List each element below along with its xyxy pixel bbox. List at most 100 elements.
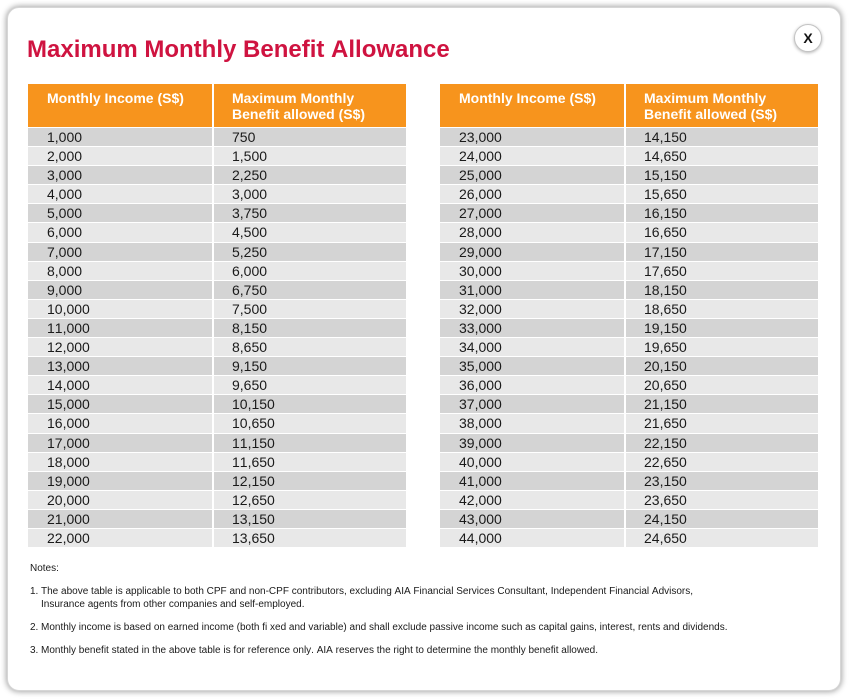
- table-row: 32,000 18,650: [440, 298, 818, 318]
- max-benefit-cell: 20,650: [644, 377, 687, 394]
- monthly-income-cell: 19,000: [28, 471, 214, 490]
- table-row: 11,000 8,150: [28, 317, 406, 338]
- max-benefit-cell: 22,650: [644, 453, 687, 470]
- table-header: Monthly Income (S$) Maximum Monthly Bene…: [28, 84, 406, 127]
- table-row: 9,000 6,750: [28, 279, 406, 299]
- max-benefit-cell: 11,150: [232, 434, 275, 451]
- table-row: 31,000 18,150: [440, 279, 818, 299]
- column-header-label: Maximum Monthly Benefit allowed (S$): [644, 90, 778, 122]
- monthly-income-cell: 30,000: [440, 261, 626, 280]
- max-benefit-cell: 21,650: [644, 415, 687, 432]
- monthly-income-cell: 18,000: [28, 452, 214, 471]
- monthly-income-cell: 1,000: [28, 128, 214, 147]
- table-body: 1,000 750 2,000 1,500 3,000 2,250 4,000 3,000 5,…: [28, 127, 406, 548]
- monthly-income-cell: 37,000: [440, 395, 626, 414]
- table-row: 20,000 12,650: [28, 489, 406, 509]
- notes-heading: Notes:: [30, 563, 59, 574]
- max-benefit-cell: 6,000: [232, 262, 268, 279]
- table-row: 6,000 4,500: [28, 222, 406, 242]
- table-row: 41,000 23,150: [440, 470, 818, 490]
- note-number: 3.: [30, 645, 39, 656]
- table-row: 8,000 6,000: [28, 260, 406, 280]
- column-header-max-benefit: Maximum Monthly Benefit allowed (S$): [214, 84, 406, 127]
- max-benefit-cell: 19,150: [644, 319, 687, 336]
- note-item: 3. Monthly benefit stated in the above t…: [30, 644, 733, 657]
- column-header-max-benefit: Maximum Monthly Benefit allowed (S$): [626, 84, 818, 127]
- table-row: 34,000 19,650: [440, 337, 818, 357]
- column-header-monthly-income: Monthly Income (S$): [440, 84, 626, 127]
- monthly-income-cell: 6,000: [28, 223, 214, 242]
- max-benefit-cell: 4,500: [232, 224, 268, 241]
- note-text: Monthly benefit stated in the above tabl…: [41, 645, 598, 656]
- max-benefit-cell: 13,150: [232, 510, 275, 527]
- table-row: 43,000 24,150: [440, 508, 818, 528]
- max-benefit-cell: 19,650: [644, 339, 687, 356]
- monthly-income-cell: 26,000: [440, 185, 626, 204]
- close-button[interactable]: X: [794, 24, 822, 52]
- max-benefit-cell: 10,650: [232, 415, 275, 432]
- table-row: 18,000 11,650: [28, 451, 406, 471]
- column-header-monthly-income: Monthly Income (S$): [28, 84, 214, 127]
- benefit-table-right: Monthly Income (S$) Maximum Monthly Bene…: [440, 84, 818, 548]
- table-row: 17,000 11,150: [28, 432, 406, 452]
- max-benefit-cell: 22,150: [644, 434, 687, 451]
- max-benefit-cell: 750: [232, 129, 256, 145]
- max-benefit-cell: 14,150: [644, 129, 687, 145]
- monthly-income-cell: 17,000: [28, 433, 214, 452]
- table-row: 36,000 20,650: [440, 375, 818, 395]
- table-row: 27,000 16,150: [440, 203, 818, 223]
- table-row: 22,000 13,650: [28, 527, 406, 548]
- table-row: 14,000 9,650: [28, 375, 406, 395]
- max-benefit-cell: 21,150: [644, 396, 687, 413]
- monthly-income-cell: 5,000: [28, 204, 214, 223]
- max-benefit-cell: 12,150: [232, 472, 275, 489]
- monthly-income-cell: 10,000: [28, 299, 214, 318]
- max-benefit-cell: 16,150: [644, 205, 687, 222]
- table-row: 29,000 17,150: [440, 241, 818, 261]
- table-row: 12,000 8,650: [28, 337, 406, 357]
- table-row: 42,000 23,650: [440, 489, 818, 509]
- note-number: 2.: [30, 622, 39, 633]
- table-row: 38,000 21,650: [440, 413, 818, 433]
- monthly-income-cell: 15,000: [28, 395, 214, 414]
- monthly-income-cell: 43,000: [440, 509, 626, 528]
- table-row: 3,000 2,250: [28, 165, 406, 185]
- table-row: 23,000 14,150: [440, 127, 818, 147]
- table-row: 37,000 21,150: [440, 394, 818, 414]
- monthly-income-cell: 25,000: [440, 166, 626, 185]
- max-benefit-cell: 7,500: [232, 300, 268, 317]
- table-row: 7,000 5,250: [28, 241, 406, 261]
- monthly-income-cell: 12,000: [28, 338, 214, 357]
- monthly-income-cell: 11,000: [28, 318, 214, 338]
- max-benefit-cell: 5,250: [232, 243, 268, 260]
- monthly-income-cell: 16,000: [28, 414, 214, 433]
- note-number: 1.: [30, 586, 39, 597]
- table-row: 5,000 3,750: [28, 203, 406, 223]
- monthly-income-cell: 3,000: [28, 166, 214, 185]
- table-row: 10,000 7,500: [28, 298, 406, 318]
- table-row: 44,000 24,650: [440, 527, 818, 548]
- monthly-income-cell: 34,000: [440, 338, 626, 357]
- monthly-income-cell: 21,000: [28, 509, 214, 528]
- max-benefit-cell: 3,000: [232, 186, 268, 203]
- max-benefit-cell: 12,650: [232, 491, 275, 508]
- table-row: 16,000 10,650: [28, 413, 406, 433]
- close-icon: X: [803, 30, 813, 46]
- monthly-income-cell: 38,000: [440, 414, 626, 433]
- table-row: 35,000 20,150: [440, 356, 818, 376]
- max-benefit-cell: 6,750: [232, 281, 268, 298]
- max-benefit-cell: 13,650: [232, 529, 275, 546]
- monthly-income-cell: 39,000: [440, 433, 626, 452]
- max-benefit-cell: 3,750: [232, 205, 268, 222]
- table-row: 15,000 10,150: [28, 394, 406, 414]
- column-header-label: Maximum Monthly Benefit allowed (S$): [232, 90, 366, 122]
- monthly-income-cell: 14,000: [28, 376, 214, 395]
- max-benefit-cell: 9,650: [232, 377, 268, 394]
- monthly-income-cell: 28,000: [440, 223, 626, 242]
- notes-section: Notes: 1. The above table is applicable …: [30, 562, 733, 667]
- monthly-income-cell: 31,000: [440, 280, 626, 299]
- note-item: 2. Monthly income is based on earned inc…: [30, 621, 733, 634]
- monthly-income-cell: 33,000: [440, 318, 626, 338]
- max-benefit-cell: 23,150: [644, 472, 687, 489]
- column-header-label: Monthly Income (S$): [47, 90, 184, 106]
